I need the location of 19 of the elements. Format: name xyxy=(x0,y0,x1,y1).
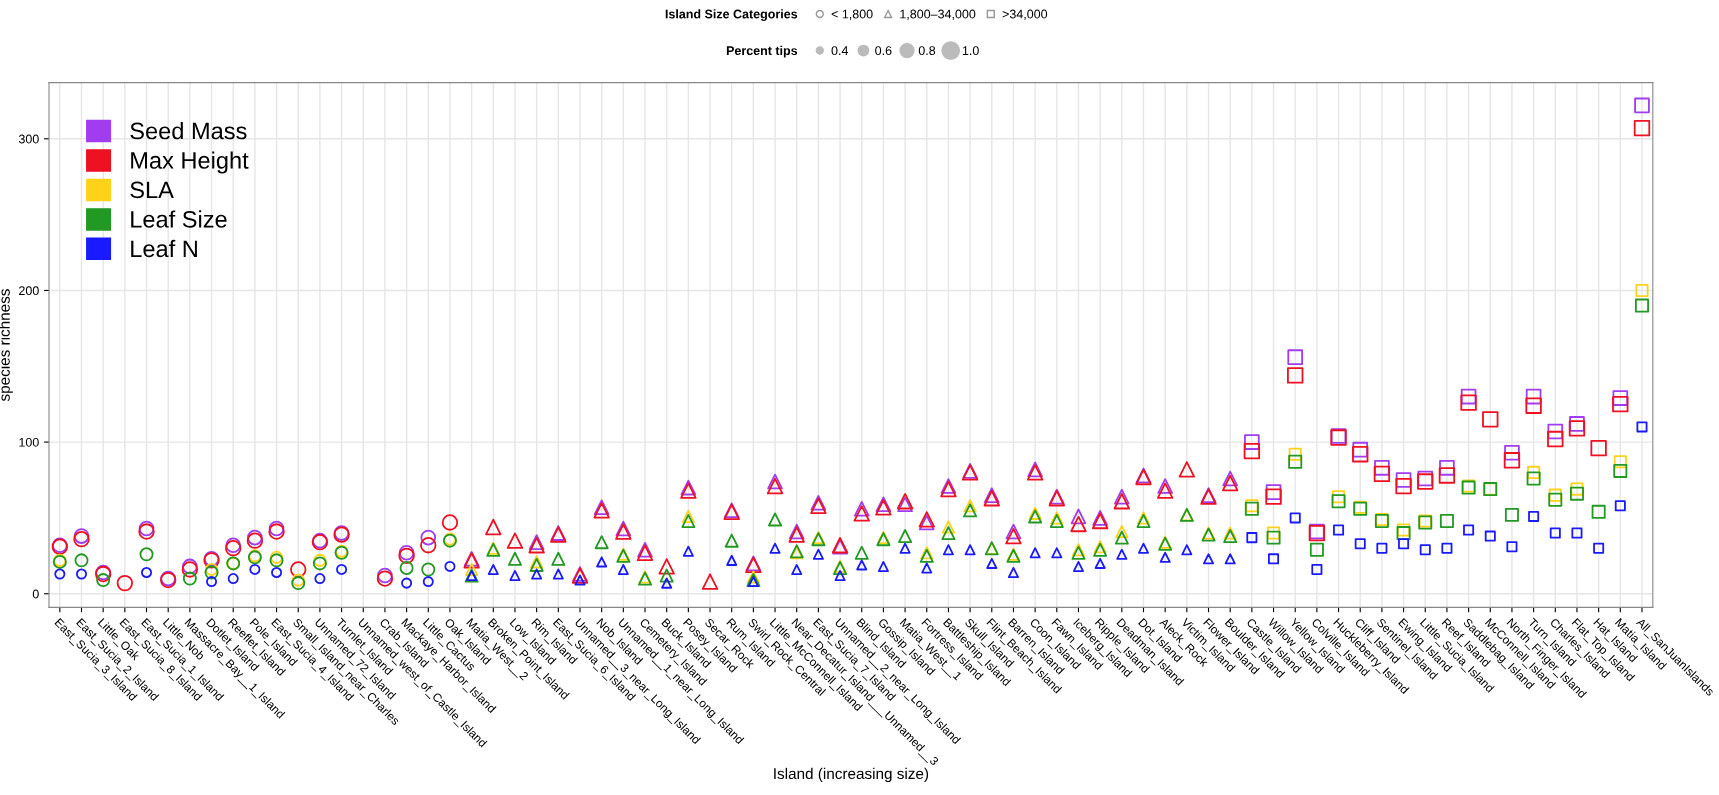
text: < 1,800 xyxy=(831,9,873,20)
legend-label: SLA xyxy=(130,181,174,199)
text: 1,800–34,000 xyxy=(900,9,976,20)
text: 0.4 xyxy=(831,46,849,56)
y-tick-label: 0 xyxy=(32,589,39,599)
text: 0.8 xyxy=(918,46,936,56)
y-tick-label: 200 xyxy=(19,286,39,296)
legend-label: Leaf N xyxy=(131,239,197,258)
text: Island Size Categories xyxy=(665,9,798,21)
legend-label: Seed Mass xyxy=(130,122,247,140)
legend-label: Max Height xyxy=(131,151,249,174)
text: 0.6 xyxy=(875,46,892,56)
text: >34,000 xyxy=(1002,9,1048,20)
legend-label: Leaf Size xyxy=(131,210,227,228)
y-tick-label: 100 xyxy=(19,437,39,447)
text: Percent tips xyxy=(726,45,798,58)
y-tick-label: 300 xyxy=(18,134,39,144)
text: 1.0 xyxy=(962,46,979,56)
x-axis-title: Island (increasing size) xyxy=(774,767,929,783)
